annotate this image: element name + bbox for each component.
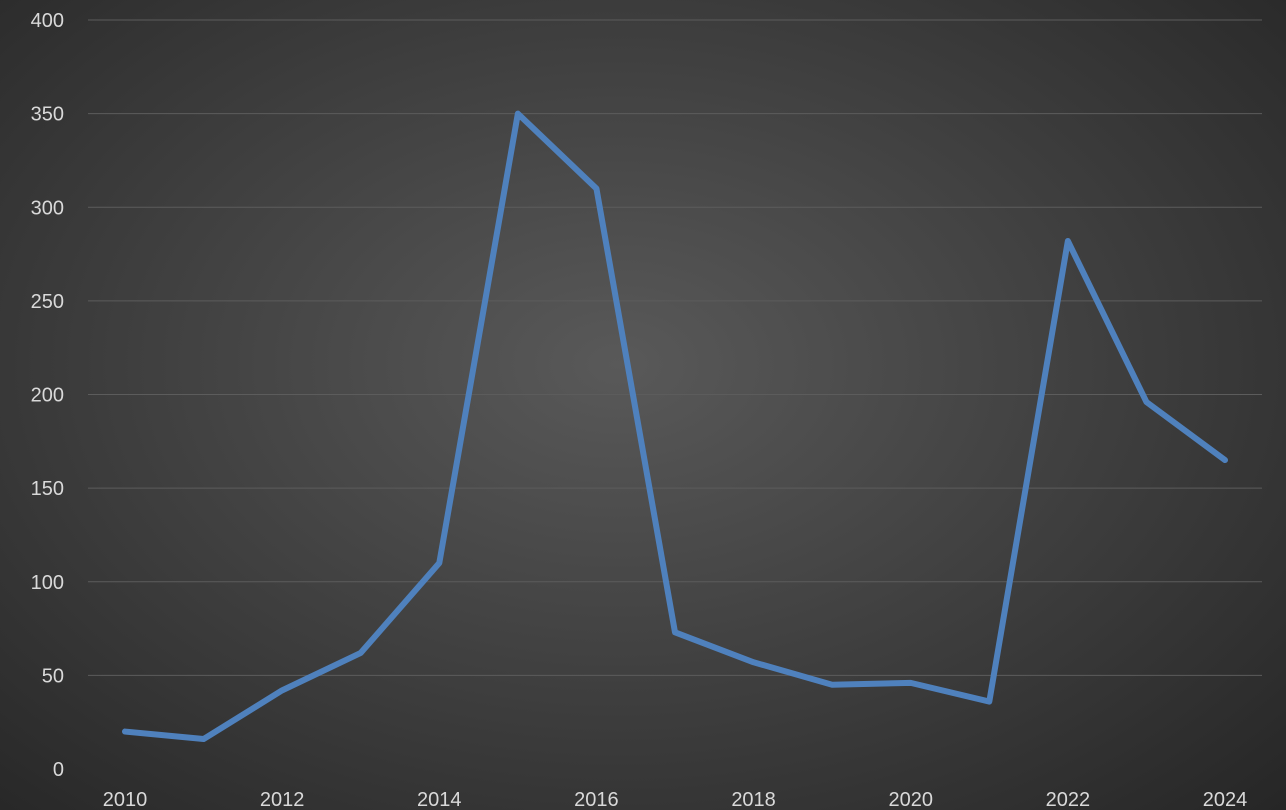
data-point [1223, 458, 1227, 463]
data-point [358, 650, 363, 655]
data-point [673, 630, 677, 635]
data-point [987, 699, 992, 704]
y-tick-label: 400 [31, 10, 64, 32]
data-point [515, 111, 520, 116]
y-tick-label: 0 [53, 759, 64, 781]
x-tick-label: 2016 [574, 789, 619, 810]
x-tick-label: 2018 [731, 789, 776, 810]
data-point [201, 737, 206, 742]
y-axis-tick-labels: 0 50 100 150 200 250 300 350 400 [31, 10, 64, 781]
y-tick-label: 250 [31, 291, 64, 313]
x-tick-label: 2024 [1203, 789, 1248, 810]
x-tick-label: 2010 [103, 789, 148, 810]
data-point [751, 660, 756, 665]
data-point [280, 688, 285, 693]
gridlines [88, 19, 1262, 676]
data-point [1065, 238, 1070, 243]
series-group [122, 110, 1228, 743]
data-point [437, 561, 442, 566]
y-tick-label: 150 [31, 478, 64, 500]
data-point [594, 186, 599, 191]
x-tick-label: 2020 [888, 789, 933, 810]
data-point [830, 682, 835, 687]
data-point [1144, 399, 1149, 404]
y-tick-label: 50 [42, 665, 64, 687]
y-tick-label: 350 [31, 104, 64, 126]
y-tick-label: 100 [31, 572, 64, 594]
x-tick-label: 2012 [260, 789, 305, 810]
y-tick-label: 200 [31, 385, 64, 407]
y-tick-label: 300 [31, 197, 64, 219]
data-point [908, 680, 913, 685]
x-axis-tick-labels: 2010 2012 2014 2016 2018 2020 2022 2024 [103, 789, 1248, 810]
x-tick-label: 2014 [417, 789, 462, 810]
x-tick-label: 2022 [1046, 789, 1091, 810]
data-point [123, 729, 127, 734]
